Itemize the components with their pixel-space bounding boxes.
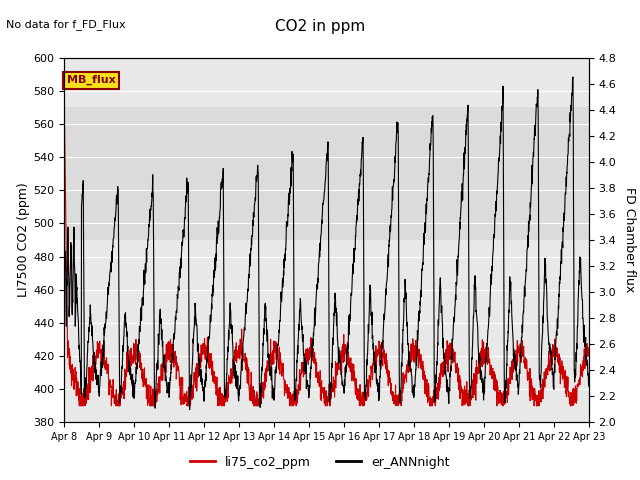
Text: MB_flux: MB_flux (67, 75, 115, 85)
Y-axis label: FD Chamber flux: FD Chamber flux (623, 187, 636, 293)
Text: CO2 in ppm: CO2 in ppm (275, 19, 365, 34)
Y-axis label: LI7500 CO2 (ppm): LI7500 CO2 (ppm) (17, 182, 30, 298)
Text: No data for f_FD_Flux: No data for f_FD_Flux (6, 19, 126, 30)
Bar (64, 108, 589, 240)
Legend: li75_co2_ppm, er_ANNnight: li75_co2_ppm, er_ANNnight (186, 451, 454, 474)
